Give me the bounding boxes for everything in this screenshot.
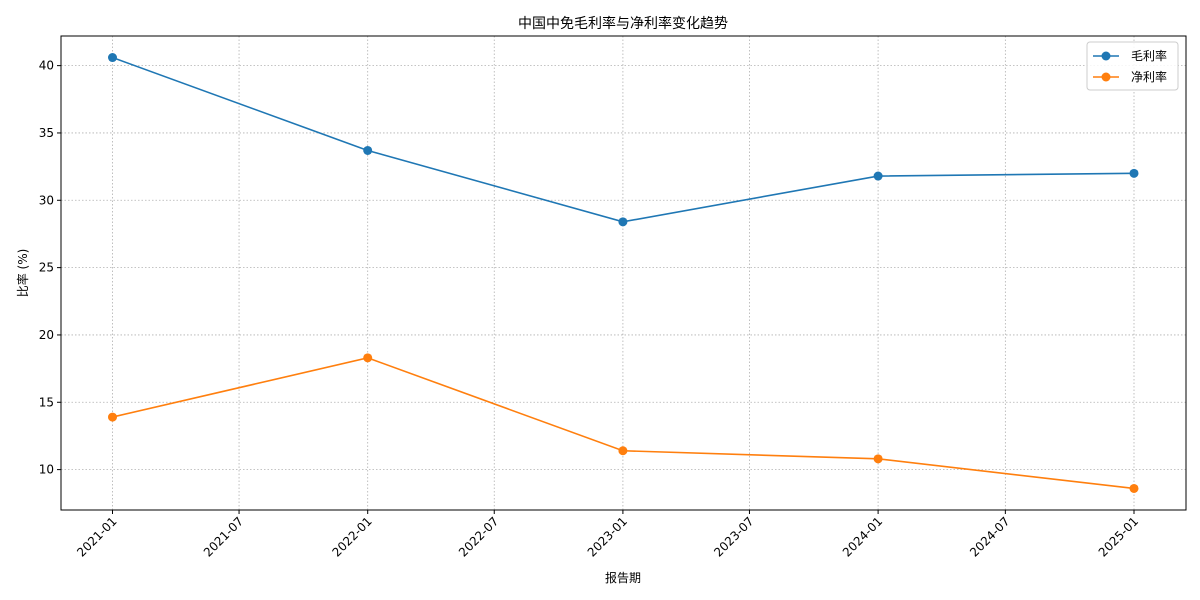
- y-tick-label: 20: [39, 328, 54, 342]
- y-tick-label: 25: [39, 261, 54, 275]
- plot-frame: [60, 35, 1187, 511]
- y-tick-label: 35: [39, 126, 54, 140]
- y-tick-label: 30: [39, 193, 54, 207]
- series-1: [108, 53, 1139, 227]
- chart-title: 中国中免毛利率与净利率变化趋势: [518, 15, 728, 32]
- data-point: [873, 454, 883, 464]
- series-layer: [108, 53, 1139, 493]
- x-axis-label: 报告期: [605, 570, 641, 585]
- data-point: [363, 353, 373, 363]
- y-tick-label: 40: [39, 59, 54, 73]
- legend-label: 净利率: [1131, 69, 1167, 84]
- y-axis-label: 比率 (%): [15, 249, 30, 298]
- data-point: [618, 446, 628, 456]
- data-point: [618, 217, 628, 227]
- y-tick-label: 15: [39, 395, 54, 409]
- data-point: [873, 171, 883, 181]
- legend-label: 毛利率: [1131, 48, 1167, 63]
- data-point: [363, 145, 373, 155]
- legend-marker: [1101, 51, 1111, 61]
- data-point: [1129, 483, 1139, 493]
- data-point: [108, 53, 117, 63]
- data-point: [108, 412, 117, 422]
- y-tick-label: 10: [39, 463, 54, 477]
- data-point: [1129, 168, 1139, 178]
- series-2: [108, 353, 1139, 493]
- legend-marker: [1101, 72, 1111, 82]
